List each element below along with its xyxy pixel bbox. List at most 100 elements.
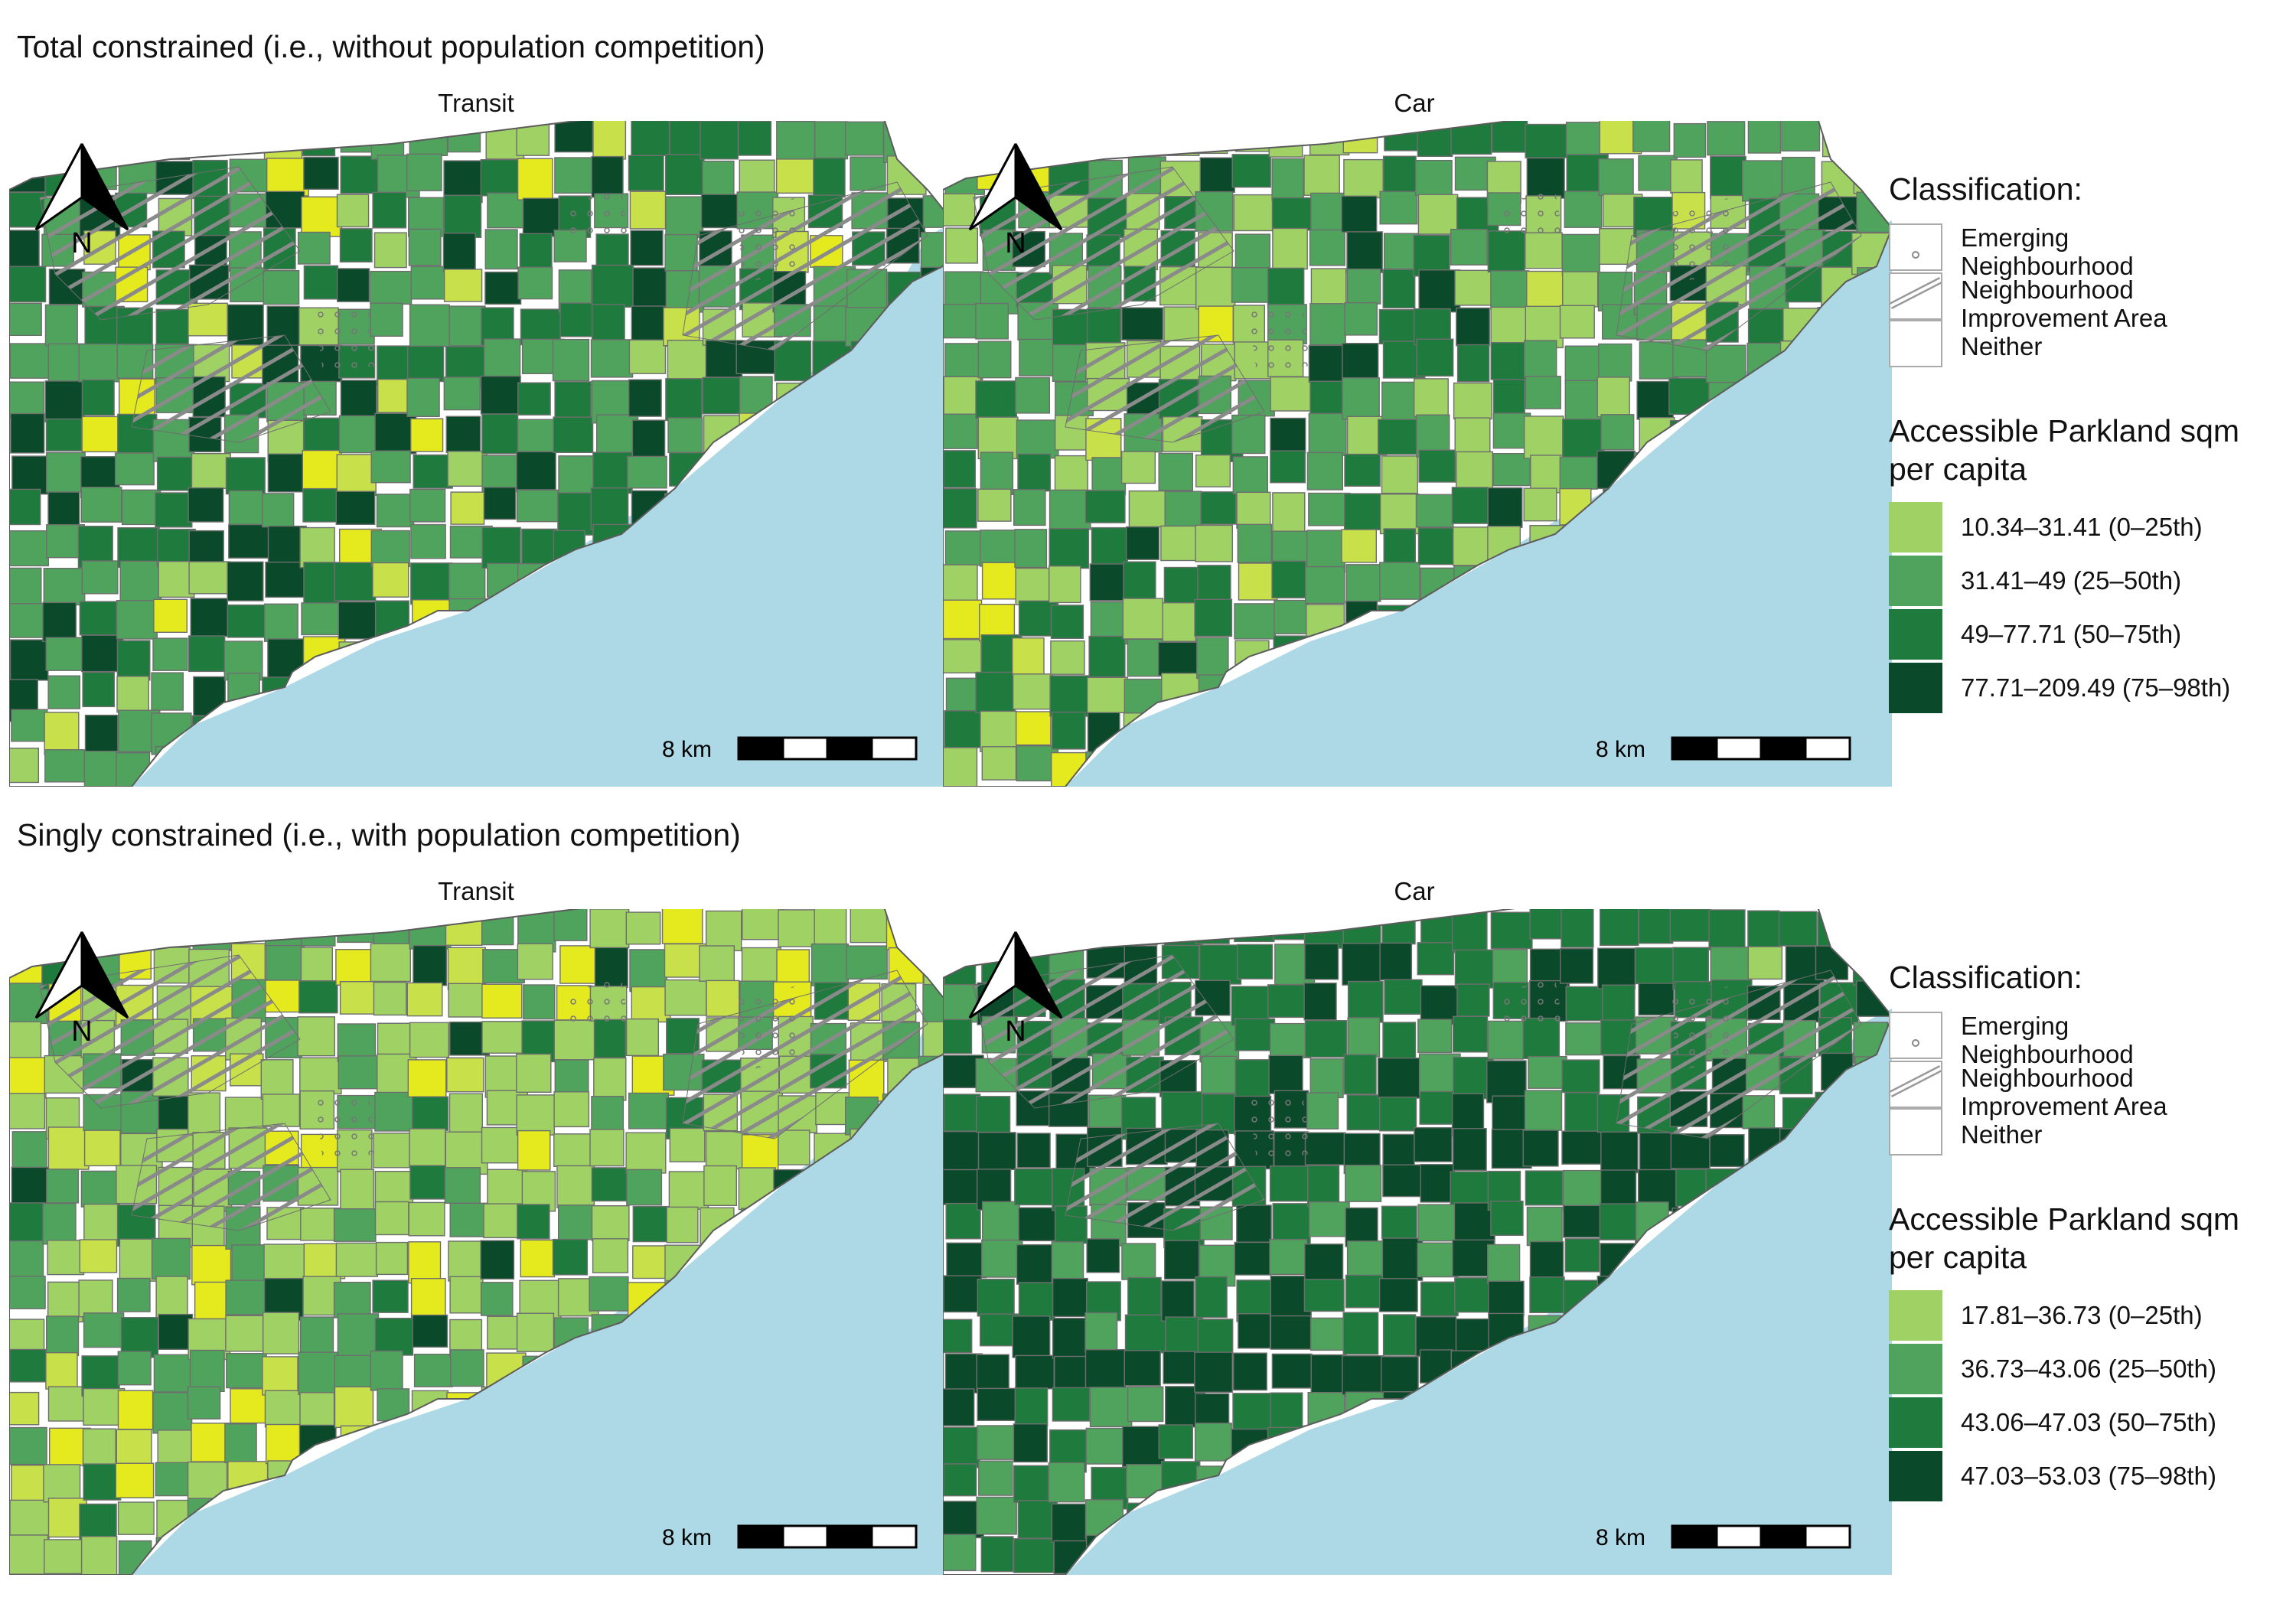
- scale-bar-segment: [1804, 736, 1851, 761]
- scale-label: 8 km: [1596, 737, 1645, 762]
- neighbourhood: [1415, 494, 1454, 528]
- legend-bin-2: 31.41–49 (25–50th): [1889, 556, 2294, 608]
- neighbourhood: [117, 1390, 154, 1430]
- neighbourhood: [334, 1354, 372, 1392]
- neighbourhood: [10, 412, 45, 454]
- scale-bar-segment: [1760, 1524, 1807, 1549]
- neighbourhood: [592, 1238, 629, 1273]
- neighbourhood: [944, 1353, 983, 1393]
- neighbourhood: [1050, 605, 1084, 640]
- neighbourhood: [1377, 1057, 1420, 1099]
- emerging-area: [1494, 978, 1563, 1032]
- neighbourhood: [628, 1092, 670, 1129]
- neighbourhood: [1639, 1132, 1673, 1172]
- neighbourhood: [813, 157, 846, 198]
- neighbourhood: [943, 1426, 980, 1468]
- neighbourhood: [1381, 455, 1418, 494]
- lake-ontario: [1065, 220, 1892, 787]
- neighbourhood: [706, 980, 740, 1017]
- neighbourhood: [1164, 491, 1202, 532]
- neighbourhood: [978, 1460, 1013, 1496]
- neighbourhood: [1529, 1240, 1564, 1284]
- neighbourhood: [45, 637, 86, 671]
- neighbourhood: [628, 155, 664, 191]
- neighbourhood: [558, 1204, 594, 1240]
- neighbourhood: [1234, 1018, 1276, 1051]
- neighbourhood: [1089, 1387, 1133, 1428]
- neighbourhood: [1232, 1393, 1272, 1436]
- neighbourhood: [589, 1276, 629, 1312]
- neighbourhood: [1195, 524, 1234, 562]
- neighbourhood: [943, 193, 976, 227]
- legend-class-label-emerging: Emerging Neighbourhood: [1961, 1012, 2134, 1068]
- neighbourhood: [1304, 1244, 1344, 1283]
- choropleth-map-singly-transit: N 8 km: [9, 909, 958, 1575]
- neighbourhood: [372, 191, 407, 229]
- neighbourhood: [1419, 1090, 1455, 1125]
- emerging-area: [1670, 197, 1739, 282]
- neighbourhood: [1487, 1244, 1521, 1284]
- neighbourhood: [262, 493, 295, 528]
- neighbourhood: [1128, 490, 1168, 528]
- neighbourhood: [448, 983, 487, 1018]
- neighbourhood: [335, 949, 372, 986]
- neighbourhood: [945, 227, 979, 264]
- neighbourhood: [9, 1534, 49, 1575]
- neighbourhood: [116, 640, 151, 681]
- neighbourhood: [1341, 529, 1377, 563]
- neighbourhood: [630, 230, 664, 266]
- neighbourhood: [589, 909, 630, 949]
- neighbourhood: [516, 1094, 556, 1136]
- neighbourhood: [596, 414, 639, 455]
- neighbourhood: [1121, 307, 1164, 341]
- neighbourhood: [557, 492, 598, 536]
- neighbourhood: [1234, 603, 1277, 640]
- lake-ontario: [132, 1009, 958, 1575]
- neighbourhood: [1673, 122, 1707, 158]
- legend-bin-label: 10.34–31.41 (0–25th): [1961, 513, 2203, 541]
- neighbourhood: [944, 710, 983, 748]
- emerging-area: [1670, 986, 1739, 1070]
- neighbourhood: [1086, 676, 1129, 713]
- neighbourhood: [187, 1386, 221, 1420]
- neighbourhood: [374, 1318, 414, 1356]
- neighbourhood: [156, 456, 197, 491]
- neighbourhood: [1379, 942, 1413, 981]
- neighbourhood: [517, 489, 559, 523]
- neighbourhood: [1052, 1387, 1091, 1422]
- neighbourhood: [1378, 308, 1420, 344]
- neighbourhood: [700, 194, 742, 229]
- neighbourhood: [1454, 1277, 1492, 1313]
- neighbourhood: [338, 601, 380, 640]
- neighbourhood: [1602, 984, 1636, 1024]
- neighbourhood: [9, 381, 44, 419]
- emerging-area: [315, 305, 377, 373]
- neighbourhood: [480, 375, 521, 415]
- neighbourhood: [1232, 456, 1268, 495]
- neighbourhood: [447, 947, 487, 990]
- neighbourhood: [1015, 567, 1053, 605]
- neighbourhood: [299, 526, 335, 569]
- neighbourhood: [9, 639, 49, 681]
- neighbourhood: [1669, 909, 1711, 942]
- neighbourhood: [1014, 1387, 1049, 1427]
- neighbourhood: [373, 981, 407, 1016]
- neighbourhood: [1381, 1205, 1417, 1240]
- scale-bar: 8 km: [662, 736, 918, 762]
- neighbourhood: [188, 302, 228, 337]
- neighbourhood: [155, 1276, 188, 1319]
- neighbourhood: [187, 1092, 221, 1136]
- neighbourhood: [372, 562, 409, 598]
- neighbourhood: [483, 338, 521, 378]
- neighbourhood: [593, 1057, 627, 1101]
- neighbourhood: [627, 455, 667, 489]
- neighbourhood: [115, 1462, 155, 1499]
- neighbourhood: [226, 1353, 267, 1389]
- neighbourhood: [191, 1244, 232, 1286]
- neighbourhood: [1164, 1240, 1200, 1280]
- neighbourhood: [1490, 342, 1529, 380]
- neighbourhood: [1453, 526, 1490, 566]
- neighbourhood: [9, 1276, 46, 1309]
- neighbourhood: [1309, 380, 1344, 415]
- neighbourhood: [298, 1351, 341, 1395]
